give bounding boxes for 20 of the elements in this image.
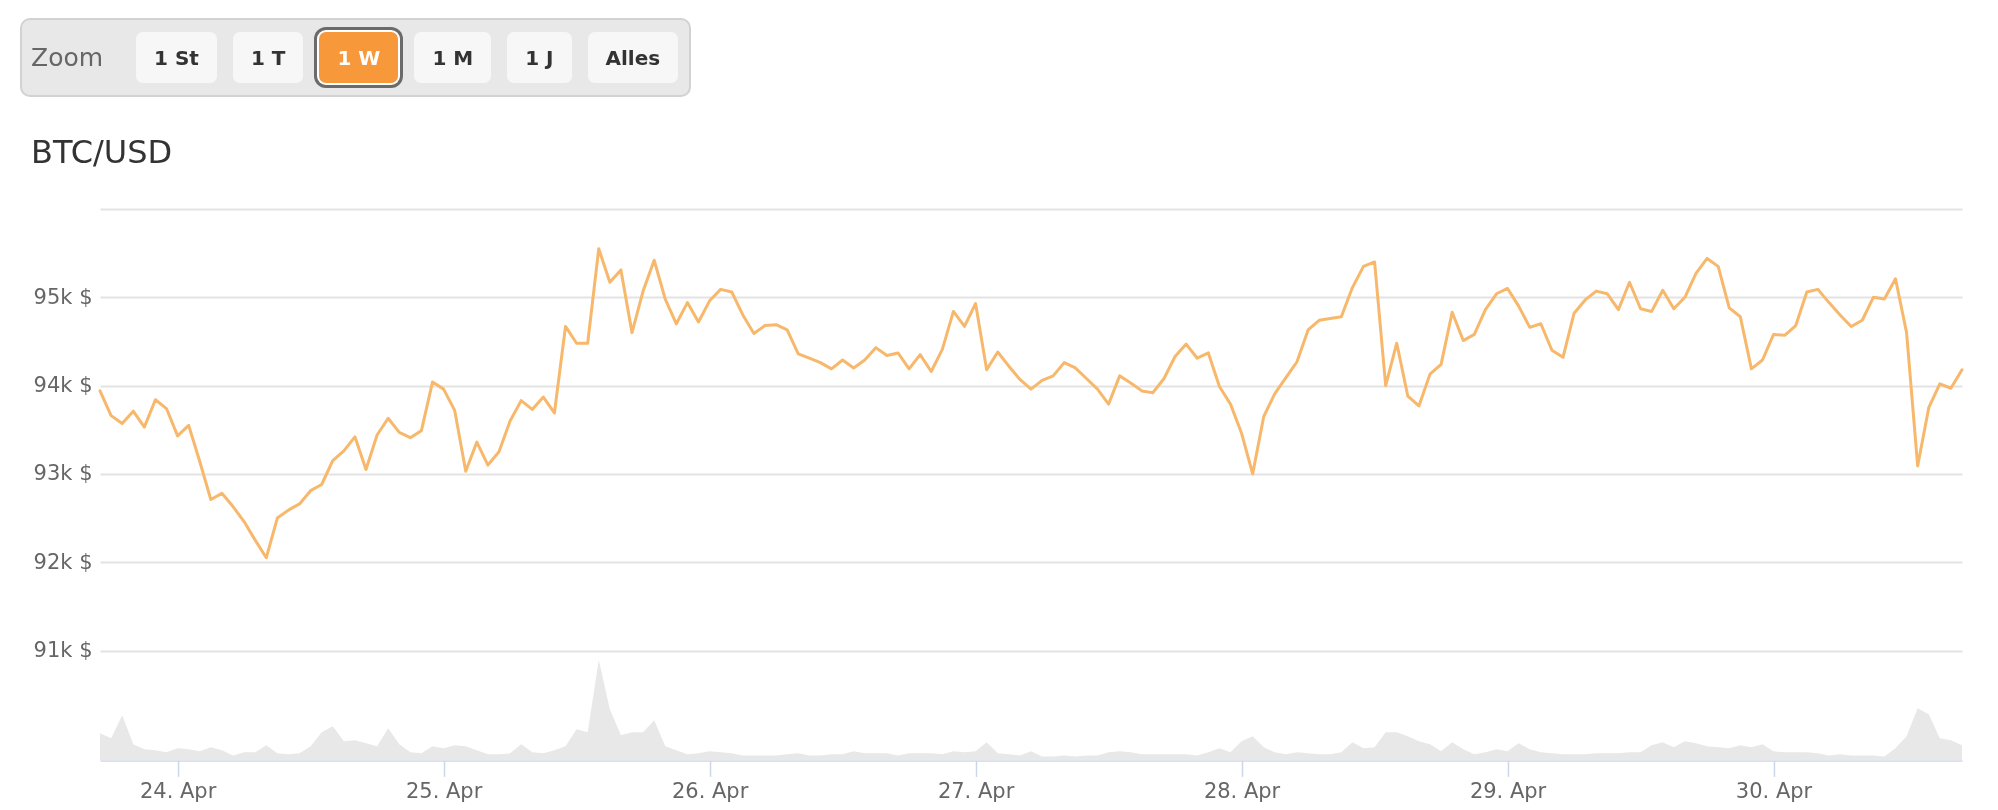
range-button[interactable]: 1 St: [136, 32, 217, 83]
range-button[interactable]: 1 M: [414, 32, 492, 83]
y-tick-label: 92k $: [33, 549, 93, 574]
range-button[interactable]: 1 J: [507, 32, 572, 83]
x-tick-label: 27. Apr: [937, 779, 1015, 804]
x-tick-label: 26. Apr: [671, 779, 749, 804]
x-tick-label: 24. Apr: [139, 779, 217, 804]
y-tick-label: 91k $: [33, 638, 93, 662]
zoom-toolbar: Zoom 1 St 1 T 1 W 1 M 1 J Alles: [20, 18, 691, 97]
y-tick-label: 94k $: [33, 373, 93, 398]
range-button[interactable]: Alles: [587, 32, 679, 83]
x-tick-label: 30. Apr: [1735, 779, 1813, 804]
y-tick-label: 95k $: [33, 284, 93, 309]
x-tick-label: 29. Apr: [1469, 779, 1547, 804]
line-series: [98, 247, 1964, 560]
y-tick-label: 93k $: [33, 461, 93, 486]
x-tick-label: 25. Apr: [405, 779, 483, 804]
x-tick-label: 28. Apr: [1203, 779, 1281, 804]
chart-title: BTC/USD: [31, 133, 173, 171]
range-button[interactable]: 1 T: [232, 32, 304, 83]
